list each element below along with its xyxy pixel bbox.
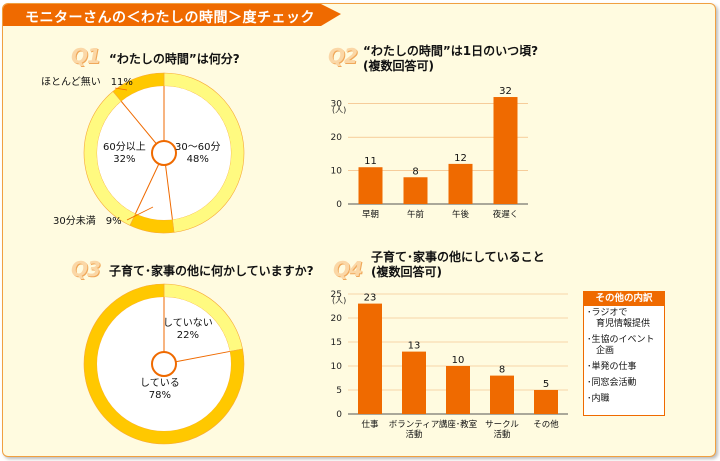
q1-spoke [120, 101, 157, 145]
q4-bar [358, 303, 382, 414]
q1-spoke [165, 164, 173, 220]
q2-value-label: 32 [499, 86, 512, 97]
q1-label-30-60: 30〜60分 48% [175, 142, 221, 165]
q4-y-tick-label: 10 [331, 362, 343, 372]
q2-y-unit: (人) [332, 106, 346, 115]
q4-bar [402, 351, 426, 414]
q4-bar-chart: (人) 0 5 10 15 20 25 23 仕事 13 ボランティア活動 10 講座･教室 8 サークル活… [331, 290, 568, 440]
q2-bar-chart: (人) 0 10 20 30 11 早朝 8 午前 12 午後 32 夜遅く [331, 86, 528, 220]
other-breakdown-list: ･ラジオで 育児情報提供 ･生協のイベント 企画 ･単発の仕事 ･同窓会活動 ･内職 [587, 308, 664, 405]
q2-y-tick-label: 10 [331, 167, 343, 177]
q1-question: “わたしの時間”は何分? [109, 52, 240, 66]
q2-category-label: 午前 [407, 209, 425, 220]
other-breakdown-item: ･単発の仕事 [587, 362, 637, 372]
q4-bar [490, 375, 514, 414]
q2-bar [448, 163, 473, 204]
q1-label-under-30: 30分未満 9% [53, 216, 122, 227]
q1-donut-chart [83, 72, 245, 234]
q4-value-label: 23 [364, 293, 377, 304]
q4-bar [534, 390, 558, 414]
q3-label-yes: している 78% [140, 378, 180, 401]
q2-y-tick-label: 20 [331, 133, 343, 143]
other-breakdown-heading: その他の内訳 [584, 292, 664, 306]
q2-value-label: 12 [454, 153, 467, 164]
title-bar: モニターさんの＜わたしの時間＞度チェック [3, 4, 363, 26]
q3-number: Q3 [71, 257, 101, 281]
q2-question: “わたしの時間”は1日のいつ頃? (複数回答可) [363, 44, 539, 73]
q3-label-no: していない 22% [163, 318, 213, 341]
q4-y-tick-label: 20 [331, 314, 343, 324]
q2-bar [358, 167, 383, 204]
q4-y-tick-label: 0 [336, 410, 342, 420]
q1-spoke [135, 163, 160, 214]
other-breakdown-item: ･生協のイベント 企画 [587, 335, 655, 356]
q2-y-tick-label: 0 [336, 200, 342, 210]
survey-panel: モニターさんの＜わたしの時間＞度チェック Q1 “わたしの時間”は何分? 30〜… [2, 3, 716, 457]
q2-value-label: 8 [412, 166, 418, 177]
q4-question: 子育て･家事の他にしていること (複数回答可) [371, 250, 545, 279]
q2-category-label: 早朝 [362, 210, 379, 220]
q1-label-none: ほとんど無い 11% [41, 77, 133, 88]
q4-value-label: 5 [543, 379, 549, 390]
q4-category-label: 講座･教室 [439, 419, 478, 430]
q1-number: Q1 [71, 44, 101, 68]
q4-value-label: 10 [452, 355, 465, 366]
q4-y-tick-label: 5 [336, 386, 342, 396]
q2-bar [403, 177, 428, 204]
q4-category-label: サークル活動 [485, 420, 519, 440]
q2-y-tick-label: 30 [331, 100, 343, 110]
q4-category-label: ボランティア活動 [389, 420, 440, 440]
other-breakdown-item: ･ラジオで 育児情報提供 [587, 308, 651, 329]
other-breakdown-item: ･同窓会活動 [587, 378, 637, 388]
q3-question: 子育て･家事の他に何かしていますか? [109, 264, 314, 278]
q4-value-label: 8 [499, 365, 505, 376]
q4-y-unit: (人) [332, 296, 346, 305]
title-bar-shape [3, 4, 341, 26]
q4-value-label: 13 [408, 341, 421, 352]
other-breakdown-box: その他の内訳 ･ラジオで 育児情報提供 ･生協のイベント 企画 ･単発の仕事 ･同窓会… [583, 291, 665, 416]
q4-category-label: 仕事 [361, 419, 379, 430]
q4-y-tick-label: 15 [331, 338, 342, 348]
q1-label-60-over: 60分以上 32% [103, 142, 146, 165]
q3-donut-chart [83, 283, 245, 445]
q4-category-label: その他 [533, 419, 559, 430]
q2-number: Q2 [328, 44, 358, 68]
q1-hub [151, 140, 177, 166]
q4-number: Q4 [333, 257, 363, 281]
q2-category-label: 午後 [452, 209, 470, 220]
q3-hub [151, 351, 177, 377]
q4-y-tick-label: 25 [331, 290, 342, 300]
q2-bar [493, 97, 518, 204]
q2-category-label: 夜遅く [493, 209, 519, 220]
q3-spoke [175, 350, 230, 363]
q2-value-label: 11 [364, 156, 377, 167]
q4-bar [446, 366, 470, 414]
other-breakdown-item: ･内職 [587, 394, 610, 404]
page-title: モニターさんの＜わたしの時間＞度チェック [25, 10, 315, 26]
